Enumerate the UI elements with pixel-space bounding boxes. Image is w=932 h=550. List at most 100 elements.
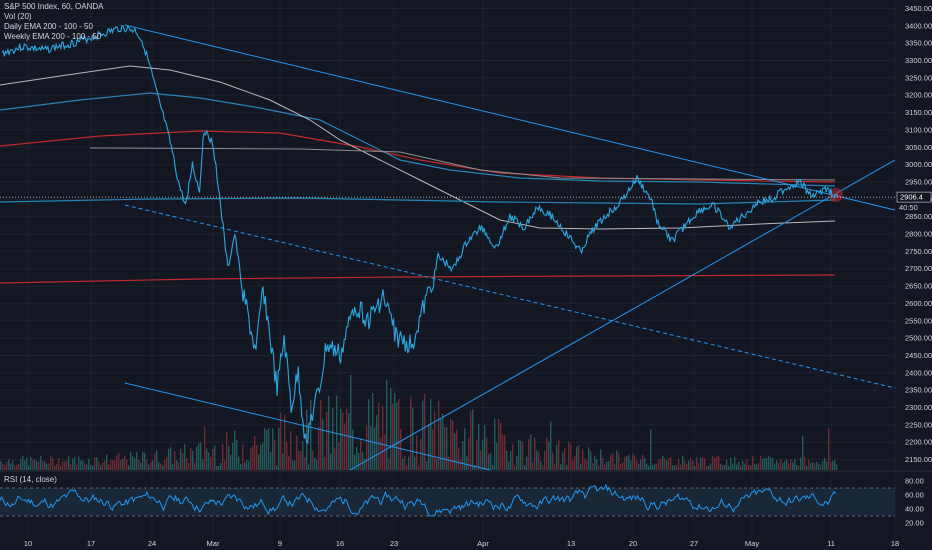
volume-bar bbox=[764, 457, 766, 470]
price-tag-label: 2906.4 bbox=[900, 193, 923, 202]
volume-bar bbox=[486, 437, 488, 470]
volume-bar bbox=[12, 460, 14, 470]
volume-bar bbox=[658, 459, 660, 470]
volume-bar bbox=[176, 460, 178, 470]
rsi-tick-label: 20.00 bbox=[905, 519, 924, 528]
y-tick-label: 2350.00 bbox=[905, 386, 932, 395]
volume-bar bbox=[458, 447, 460, 470]
volume-bar bbox=[178, 462, 180, 470]
y-tick-label: 3050.00 bbox=[905, 143, 932, 152]
volume-bar bbox=[608, 460, 610, 470]
volume-bar bbox=[334, 447, 336, 470]
volume-bar bbox=[216, 465, 218, 470]
volume-bar bbox=[290, 431, 292, 470]
rsi-band bbox=[0, 488, 895, 516]
volume-bar bbox=[570, 444, 572, 470]
volume-bar bbox=[372, 393, 374, 470]
volume-bar bbox=[384, 434, 386, 470]
volume-bar bbox=[822, 460, 824, 470]
volume-bar bbox=[510, 450, 512, 470]
volume-bar bbox=[34, 459, 36, 470]
volume-bar bbox=[596, 459, 598, 470]
volume-bar bbox=[62, 461, 64, 470]
volume-bar bbox=[546, 437, 548, 470]
volume-bar bbox=[38, 461, 40, 470]
volume-bar bbox=[234, 430, 236, 470]
volume-bar bbox=[368, 399, 370, 470]
weekly-ema-50-line bbox=[0, 197, 836, 205]
volume-bar bbox=[832, 461, 834, 470]
volume-bar bbox=[262, 442, 264, 470]
volume-bar bbox=[500, 423, 502, 470]
volume-bar bbox=[798, 465, 800, 470]
volume-bar bbox=[712, 455, 714, 470]
volume-bar bbox=[160, 463, 162, 470]
volume-bar bbox=[44, 461, 46, 470]
volume-bar bbox=[672, 465, 674, 470]
volume-bar bbox=[304, 457, 306, 470]
y-tick-label: 2550.00 bbox=[905, 316, 932, 325]
volume-bar bbox=[548, 441, 550, 470]
volume-bar bbox=[724, 464, 726, 470]
volume-bar bbox=[496, 442, 498, 470]
volume-bar bbox=[818, 463, 820, 470]
volume-bar bbox=[370, 426, 372, 470]
volume-bar bbox=[358, 452, 360, 470]
volume-bar bbox=[424, 393, 426, 470]
y-tick-label: 2500.00 bbox=[905, 334, 932, 343]
legend-symbol[interactable]: S&P 500 Index, 60, OANDA bbox=[4, 2, 104, 11]
volume-bar bbox=[168, 448, 170, 470]
volume-bar bbox=[462, 441, 464, 470]
volume-bar bbox=[648, 465, 650, 470]
volume-bar bbox=[754, 464, 756, 470]
volume-bar bbox=[318, 427, 320, 470]
volume-bar bbox=[60, 465, 62, 470]
legend-weekly-ema[interactable]: Weekly EMA 200 - 100 - 50 bbox=[4, 32, 102, 41]
y-tick-label: 2750.00 bbox=[905, 247, 932, 256]
volume-bar bbox=[632, 453, 634, 470]
volume-bar bbox=[506, 450, 508, 470]
volume-bar bbox=[732, 463, 734, 470]
volume-bar bbox=[342, 412, 344, 470]
volume-bar bbox=[662, 456, 664, 470]
rsi-legend[interactable]: RSI (14, close) bbox=[4, 475, 57, 484]
volume-bar bbox=[338, 442, 340, 470]
volume-bar bbox=[198, 443, 200, 470]
y-tick-label: 2650.00 bbox=[905, 282, 932, 291]
volume-bar bbox=[454, 433, 456, 470]
volume-bar bbox=[456, 429, 458, 470]
volume-bar bbox=[164, 459, 166, 470]
volume-bar bbox=[622, 462, 624, 470]
volume-bar bbox=[278, 428, 280, 470]
volume-bar bbox=[68, 456, 70, 470]
volume-bar bbox=[686, 463, 688, 470]
volume-bar bbox=[446, 427, 448, 470]
volume-bar bbox=[550, 421, 552, 470]
volume-bar bbox=[534, 437, 536, 470]
volume-bar bbox=[20, 459, 22, 470]
volume-bar bbox=[354, 454, 356, 470]
volume-bar bbox=[466, 455, 468, 470]
volume-bar bbox=[24, 460, 26, 470]
volume-bar bbox=[620, 463, 622, 470]
volume-bar bbox=[442, 413, 444, 470]
volume-bar bbox=[602, 457, 604, 470]
volume-bar bbox=[72, 458, 74, 470]
volume-bar bbox=[612, 452, 614, 470]
volume-bar bbox=[220, 463, 222, 470]
volume-bar bbox=[196, 446, 198, 470]
downtrend-line bbox=[124, 24, 896, 211]
legend-volume[interactable]: Vol (20) bbox=[4, 12, 32, 21]
volume-bar bbox=[380, 437, 382, 470]
volume-bar bbox=[350, 375, 352, 470]
legend-daily-ema[interactable]: Daily EMA 200 - 100 - 50 bbox=[4, 22, 93, 31]
axes: 3450.00 3400.00 3350.00 3300.00 3250.00 3200.… bbox=[24, 4, 932, 548]
volume-bar bbox=[390, 387, 392, 470]
volume-bar bbox=[664, 458, 666, 470]
volume-bar bbox=[476, 439, 478, 470]
volume-bar bbox=[786, 459, 788, 470]
volume-bar bbox=[734, 456, 736, 470]
volume-bar bbox=[10, 463, 12, 470]
y-tick-label: 2200.00 bbox=[905, 438, 932, 447]
